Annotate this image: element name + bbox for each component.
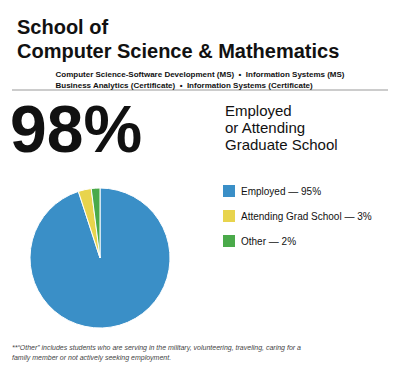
svg-text:Employed: Employed xyxy=(225,102,292,119)
svg-text:or Attending: or Attending xyxy=(225,119,305,136)
svg-text:family member or not actively: family member or not actively seeking em… xyxy=(12,354,171,362)
svg-text:**“Other” includes students wh: **“Other” includes students who are serv… xyxy=(12,344,301,352)
svg-text:Computer Science-Software Deve: Computer Science-Software Development (M… xyxy=(55,70,344,79)
svg-text:Employed — 95%: Employed — 95% xyxy=(241,186,321,197)
svg-text:Business Analytics (Certificat: Business Analytics (Certificate) • Infor… xyxy=(55,81,313,90)
svg-text:Other — 2%: Other — 2% xyxy=(241,236,296,247)
svg-text:School of: School of xyxy=(17,16,108,38)
svg-text:Attending Grad School — 3%: Attending Grad School — 3% xyxy=(241,211,372,222)
svg-text:Graduate School: Graduate School xyxy=(225,136,338,153)
svg-text:Computer Science & Mathematics: Computer Science & Mathematics xyxy=(17,40,339,62)
svg-text:98%: 98% xyxy=(10,92,142,166)
